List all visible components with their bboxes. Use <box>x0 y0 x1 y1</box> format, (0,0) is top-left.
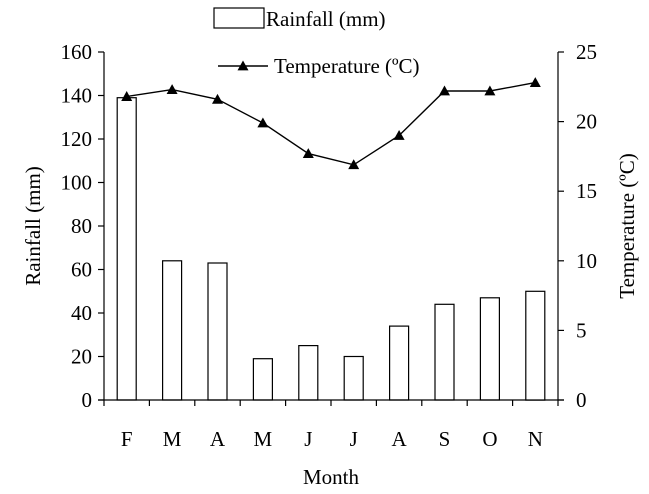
axis-labels: F M A M J J A S O N Month Rainfall (mm) Temperature … <box>21 153 639 489</box>
temperature-marker-7 <box>439 85 450 96</box>
right-tick-label-0: 0 <box>576 388 587 412</box>
temperature-line <box>126 81 536 166</box>
category-label-3: M <box>254 427 273 451</box>
right-tick-label-3: 15 <box>576 179 597 203</box>
rainfall-bar-0 <box>116 97 137 401</box>
left-tick-label-0: 0 <box>82 388 93 412</box>
temperature-marker-0 <box>121 91 133 101</box>
category-label-0: F <box>121 427 133 451</box>
temperature-marker-4 <box>302 148 314 159</box>
left-tick-label-4: 80 <box>71 214 92 238</box>
rainfall-bar-1 <box>162 260 183 401</box>
left-tick-label-7: 140 <box>61 84 93 108</box>
left-tick-label-5: 100 <box>61 171 93 195</box>
rainfall-bar-9 <box>525 290 546 401</box>
rainfall-bar-6 <box>389 325 410 401</box>
rainfall-bar-2 <box>207 262 228 401</box>
temperature-marker-1 <box>166 84 178 94</box>
right-tick-label-4: 20 <box>576 110 597 134</box>
category-label-8: O <box>482 427 497 451</box>
x-axis-title: Month <box>303 465 360 489</box>
legend: Rainfall (mm) Temperature (ºC) <box>213 7 420 78</box>
left-tick-label-3: 60 <box>71 258 92 282</box>
rainfall-bar-3 <box>252 358 273 401</box>
category-label-6: A <box>392 427 408 451</box>
legend-rainfall-swatch <box>213 7 265 29</box>
rainfall-bar-4 <box>298 345 319 401</box>
category-label-1: M <box>163 427 182 451</box>
rainfall-bar-7 <box>434 303 455 401</box>
rainfall-bar-8 <box>479 297 500 401</box>
rainfall-bars <box>116 97 546 401</box>
right-axis-title: Temperature (ºC) <box>615 153 639 299</box>
legend-temperature-label: Temperature (ºC) <box>274 54 420 78</box>
right-tick-label-5: 25 <box>576 40 597 64</box>
axes: 0 20 40 60 80 100 120 140 160 0 5 10 15 20 25 <box>61 40 598 412</box>
temperature-series <box>121 77 541 170</box>
legend-temperature-marker <box>237 60 249 71</box>
category-label-7: S <box>439 427 451 451</box>
category-label-4: J <box>304 427 312 451</box>
temperature-marker-8 <box>484 85 496 96</box>
temperature-marker-9 <box>529 77 541 88</box>
category-label-9: N <box>528 427 543 451</box>
left-axis-title: Rainfall (mm) <box>21 166 45 286</box>
temperature-marker-5 <box>348 159 360 170</box>
category-label-2: A <box>210 427 226 451</box>
left-tick-label-8: 160 <box>61 40 93 64</box>
right-tick-label-2: 10 <box>576 249 597 273</box>
category-label-5: J <box>350 427 358 451</box>
temperature-marker-6 <box>393 130 405 140</box>
left-tick-label-2: 40 <box>71 301 92 325</box>
temperature-marker-2 <box>212 93 223 104</box>
rainfall-bar-5 <box>343 355 364 401</box>
left-tick-label-6: 120 <box>61 127 93 151</box>
temperature-marker-3 <box>257 117 269 128</box>
right-tick-label-1: 5 <box>576 318 587 342</box>
legend-rainfall-label: Rainfall (mm) <box>266 7 386 31</box>
left-tick-label-1: 20 <box>71 345 92 369</box>
